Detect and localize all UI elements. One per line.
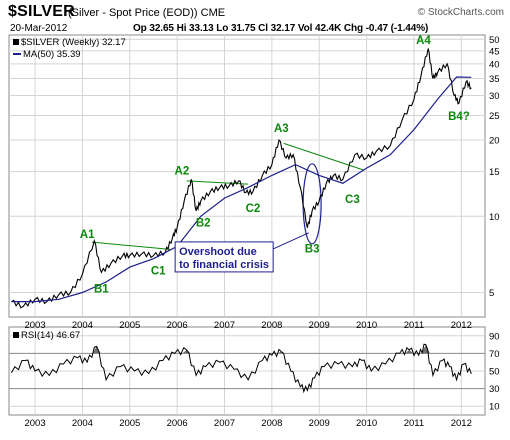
price-y-tick-label: 20 <box>489 136 500 147</box>
price-x-tick-label: 2010 <box>356 320 377 331</box>
tick-labels: 2003 2003 2004 2004 2005 2005 2006 2006 2007 2007… <box>24 35 499 429</box>
price-y-tick-label: 35 <box>489 74 500 85</box>
rsi-line <box>10 343 472 394</box>
wave-label: A3 <box>274 123 289 135</box>
price-y-tick-label: 50 <box>489 35 500 46</box>
price-legend: $SILVER (Weekly) 32.17 <box>13 37 126 48</box>
wave-label: B4? <box>448 111 470 123</box>
quote-summary: Op 32.65 Hi 33.13 Lo 31.75 Cl 32.17 Vol … <box>133 23 429 34</box>
price-x-tick-label: 2003 <box>24 320 45 331</box>
price-x-tick-label: 2004 <box>72 320 93 331</box>
price-series <box>11 48 472 309</box>
price-y-tick-label: 45 <box>489 46 500 57</box>
price-y-tick-label: 30 <box>489 91 500 102</box>
rsi-legend-swatch <box>13 332 19 338</box>
rsi-x-tick-label: 2009 <box>309 418 330 429</box>
price-x-tick-label: 2009 <box>309 320 330 331</box>
ticker-description: (Silver - Spot Price (EOD)) CME <box>68 7 226 19</box>
price-legend-label: $SILVER (Weekly) 32.17 <box>21 37 126 48</box>
price-legend-swatch <box>13 39 19 45</box>
rsi-x-tick-label: 2005 <box>119 418 140 429</box>
price-x-tick-label: 2005 <box>119 320 140 331</box>
price-line <box>11 48 472 309</box>
wave-label: B1 <box>94 283 109 295</box>
stockcharts-watermark: © StockCharts.com <box>417 7 504 18</box>
price-x-tick-label: 2011 <box>404 320 424 331</box>
wave-label: A4 <box>416 35 431 47</box>
rsi-x-tick-label: 2004 <box>72 418 93 429</box>
rsi-legend-label: RSI(14) 46.67 <box>21 330 81 341</box>
rsi-y-tick-label: 30 <box>489 384 500 395</box>
price-x-tick-label: 2007 <box>214 320 235 331</box>
rsi-x-tick-label: 2006 <box>167 418 188 429</box>
rsi-x-tick-label: 2008 <box>261 418 282 429</box>
trendline <box>283 142 365 171</box>
ma-legend-swatch <box>13 53 21 56</box>
price-x-tick-label: 2012 <box>451 320 472 331</box>
callout-text: Overshoot due <box>179 246 257 258</box>
rsi-x-tick-label: 2010 <box>356 418 377 429</box>
wave-label: A2 <box>175 166 190 178</box>
ma-legend-label: MA(50) 35.39 <box>23 49 81 60</box>
callout-pointer <box>272 232 310 250</box>
rsi-y-tick-label: 10 <box>489 402 500 413</box>
rsi-overbought-fill <box>405 349 414 354</box>
price-y-tick-label: 5 <box>489 288 494 299</box>
wave-label: C3 <box>345 194 360 206</box>
rsi-series <box>10 343 472 394</box>
price-y-tick-label: 15 <box>489 167 500 178</box>
callout-box <box>174 241 274 273</box>
wave-label: B3 <box>305 243 320 255</box>
wave-label: C2 <box>246 203 261 215</box>
ma-legend: MA(50) 35.39 <box>13 49 81 60</box>
wave-label: B2 <box>196 218 211 230</box>
trendline <box>186 180 249 185</box>
rsi-x-tick-label: 2007 <box>214 418 235 429</box>
rsi-x-tick-label: 2011 <box>404 418 424 429</box>
price-x-tick-label: 2008 <box>261 320 282 331</box>
rsi-y-tick-label: 90 <box>489 331 500 342</box>
wave-label: A1 <box>80 229 95 241</box>
price-y-tick-label: 10 <box>489 212 500 223</box>
price-panel-border <box>8 34 486 318</box>
rsi-legend: RSI(14) 46.67 <box>13 330 80 341</box>
price-y-tick-label: 25 <box>489 111 500 122</box>
ticker-symbol: $SILVER <box>8 3 75 20</box>
rsi-y-tick-label: 50 <box>489 367 500 378</box>
callout-text: to financial crisis <box>179 259 269 271</box>
wave-label: C1 <box>151 265 166 277</box>
quote-date: 20-Mar-2012 <box>10 23 68 34</box>
ma50-line <box>11 76 472 303</box>
rsi-x-tick-label: 2012 <box>451 418 472 429</box>
trendline <box>91 241 171 250</box>
price-x-tick-label: 2006 <box>167 320 188 331</box>
rsi-y-tick-label: 70 <box>489 349 500 360</box>
price-y-tick-label: 40 <box>489 59 500 70</box>
rsi-x-tick-label: 2003 <box>24 418 45 429</box>
